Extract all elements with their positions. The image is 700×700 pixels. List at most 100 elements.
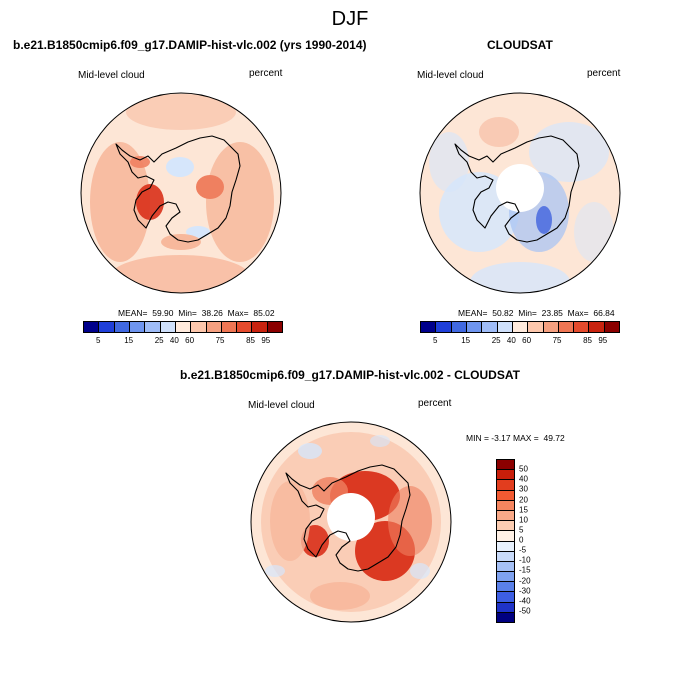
cloud-field-patch xyxy=(410,563,430,579)
obs-colorbar xyxy=(420,321,620,333)
colorbar-tick-label: -5 xyxy=(519,545,527,555)
colorbar-swatch xyxy=(99,322,115,332)
colorbar-swatch xyxy=(497,551,514,562)
colorbar-swatch xyxy=(175,322,192,332)
cloud-field-patch xyxy=(166,157,194,177)
colorbar-swatch xyxy=(114,322,130,332)
obs-polar-map xyxy=(419,92,621,294)
diff-stats: MIN = -3.17 MAX = 49.72 xyxy=(466,433,565,443)
colorbar-swatch xyxy=(528,322,544,332)
colorbar-swatch xyxy=(604,322,620,332)
colorbar-swatch xyxy=(129,322,146,332)
colorbar-tick-label: 60 xyxy=(185,336,195,345)
colorbar-swatch xyxy=(497,612,514,622)
colorbar-swatch xyxy=(267,322,283,332)
colorbar-swatch xyxy=(497,460,514,471)
colorbar-tick-label: 20 xyxy=(519,495,528,504)
colorbar-tick-label: 40 xyxy=(506,336,516,345)
colorbar-tick-label: 75 xyxy=(215,336,225,345)
colorbar-swatch xyxy=(466,322,483,332)
obs-stats: MEAN= 50.82 Min= 23.85 Max= 66.84 xyxy=(458,308,615,318)
colorbar-tick-label: 40 xyxy=(519,474,528,484)
colorbar-swatch xyxy=(497,541,514,552)
obs-panel-title: CLOUDSAT xyxy=(487,38,553,52)
colorbar-tick-label: 85 xyxy=(583,336,592,345)
cloud-field-patch xyxy=(196,175,224,199)
colorbar-swatch xyxy=(145,322,161,332)
colorbar-swatch xyxy=(558,322,575,332)
cloud-field-patch xyxy=(126,94,236,130)
antarctica-coastline-icon xyxy=(454,135,580,243)
no-data-region xyxy=(327,493,375,541)
colorbar-swatch xyxy=(543,322,559,332)
colorbar-swatch xyxy=(497,470,514,481)
diff-variable-label: Mid-level cloud xyxy=(248,400,315,411)
model-colorbar xyxy=(83,321,283,333)
colorbar-tick-label: 5 xyxy=(432,336,438,345)
colorbar-tick-label: 25 xyxy=(491,336,501,345)
colorbar-tick-label: -10 xyxy=(519,555,531,565)
colorbar-tick-label: -30 xyxy=(519,586,531,596)
antarctica-coastline-icon xyxy=(285,464,411,572)
cloud-field-patch xyxy=(206,142,274,262)
map-boundary xyxy=(250,421,452,623)
cloud-field-patch xyxy=(370,435,390,447)
cloud-field-patch xyxy=(574,202,614,262)
diff-polar-map xyxy=(250,421,452,623)
colorbar-swatch xyxy=(252,322,268,332)
colorbar-tick-label: 50 xyxy=(519,464,528,474)
colorbar-swatch xyxy=(497,510,514,522)
diff-colorbar xyxy=(496,459,515,623)
colorbar-swatch xyxy=(497,572,514,583)
colorbar-swatch xyxy=(497,561,514,573)
cloud-field-patch xyxy=(136,184,164,220)
colorbar-tick-label: 30 xyxy=(519,484,528,494)
obs-variable-label: Mid-level cloud xyxy=(417,70,484,81)
colorbar-swatch xyxy=(574,322,590,332)
cloud-field-patch xyxy=(90,142,150,262)
cloud-field-patch xyxy=(529,122,609,182)
colorbar-swatch xyxy=(237,322,253,332)
season-title: DJF xyxy=(331,8,369,30)
cloud-field-patch xyxy=(161,234,201,250)
colorbar-tick-label: 5 xyxy=(519,525,524,535)
diff-panel-title: b.e21.B1850cmip6.f09_g17.DAMIP-hist-vlc.… xyxy=(180,368,520,382)
antarctica-coastline-icon xyxy=(115,135,241,243)
colorbar-swatch xyxy=(436,322,452,332)
cloud-field-patch xyxy=(130,156,150,168)
cloud-field-patch xyxy=(265,565,285,577)
colorbar-swatch xyxy=(221,322,238,332)
cloud-field-patch xyxy=(429,132,469,192)
no-data-region xyxy=(496,164,544,212)
colorbar-swatch xyxy=(497,531,514,542)
colorbar-swatch xyxy=(497,592,514,603)
colorbar-swatch xyxy=(482,322,498,332)
colorbar-tick-label: 15 xyxy=(461,336,471,345)
colorbar-tick-label: 60 xyxy=(522,336,532,345)
colorbar-swatch xyxy=(497,480,514,491)
colorbar-tick-label: -15 xyxy=(519,565,531,575)
colorbar-swatch xyxy=(497,322,513,332)
cloud-field-patch xyxy=(479,117,519,147)
cloud-field-patch xyxy=(310,582,370,610)
model-stats: MEAN= 59.90 Min= 38.26 Max= 85.02 xyxy=(118,308,275,318)
map-boundary xyxy=(419,92,621,294)
colorbar-swatch xyxy=(451,322,467,332)
model-variable-label: Mid-level cloud xyxy=(78,70,145,81)
colorbar-swatch xyxy=(497,602,514,613)
colorbar-swatch xyxy=(206,322,222,332)
colorbar-tick-label: 95 xyxy=(598,336,608,345)
colorbar-swatch xyxy=(497,521,514,532)
colorbar-swatch xyxy=(191,322,207,332)
colorbar-tick-label: -40 xyxy=(519,596,531,606)
colorbar-swatch xyxy=(160,322,176,332)
colorbar-swatch xyxy=(421,322,437,332)
colorbar-tick-label: -50 xyxy=(519,606,531,616)
colorbar-tick-label: 10 xyxy=(519,515,528,525)
diff-units-label: percent xyxy=(418,398,452,409)
colorbar-tick-label: 25 xyxy=(154,336,164,345)
cloud-field-patch xyxy=(536,206,552,234)
cloud-field-patch xyxy=(298,443,322,459)
model-panel-title: b.e21.B1850cmip6.f09_g17.DAMIP-hist-vlc.… xyxy=(13,38,367,52)
colorbar-tick-label: 5 xyxy=(95,336,101,345)
